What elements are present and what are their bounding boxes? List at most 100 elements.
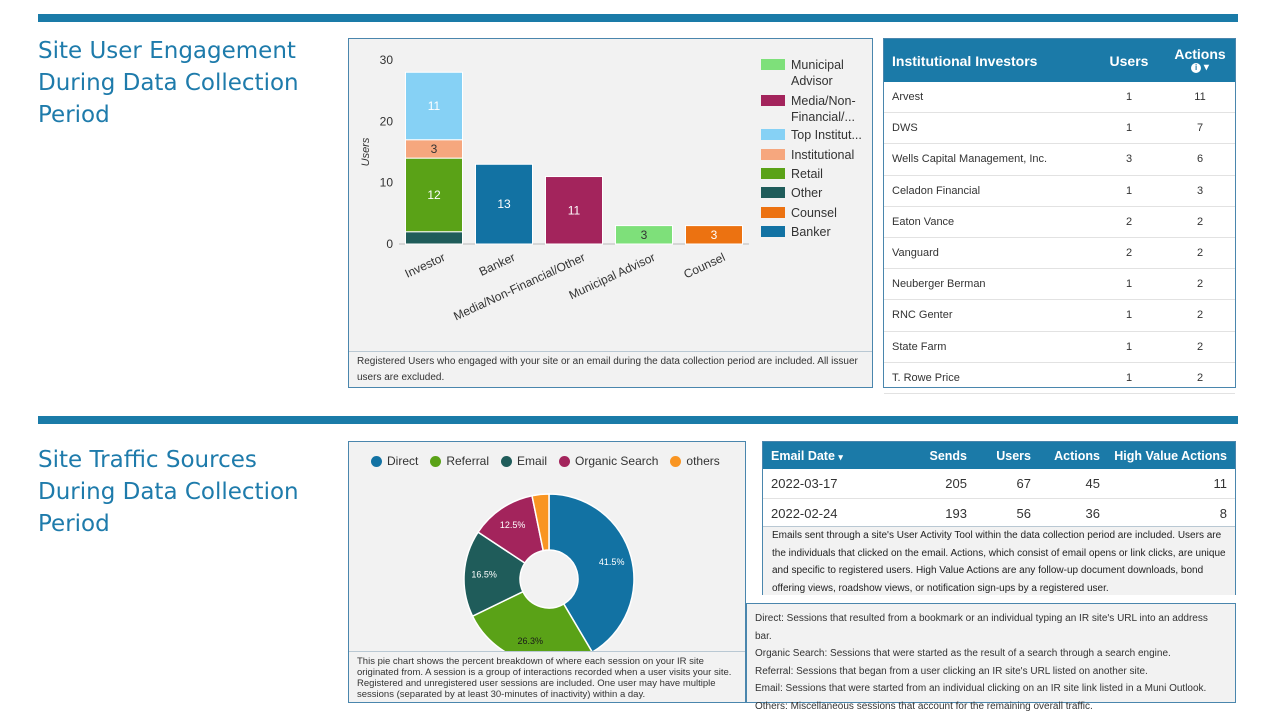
legend-item[interactable]: Referral — [430, 454, 489, 468]
email-date-cell: 2022-02-24 — [763, 498, 902, 529]
table-row[interactable]: T. Rowe Price 1 2 — [884, 362, 1235, 394]
column-header-email-date[interactable]: Email Date ▾ — [763, 442, 902, 469]
definition-line: Referral: Sessions that began from a use… — [755, 665, 1148, 677]
table-row[interactable]: RNC Genter 1 2 — [884, 299, 1235, 332]
legend-swatch — [761, 149, 785, 160]
engagement-chart-caption: Registered Users who engaged with your s… — [349, 351, 872, 387]
definition-line: Email: Sessions that were started from a… — [755, 683, 1207, 694]
definition-line: Others: Miscellaneous sessions that acco… — [755, 700, 1093, 712]
sort-descending-icon[interactable]: ▾ — [838, 451, 843, 462]
sort-descending-icon[interactable]: ▾ — [1203, 61, 1209, 73]
section-title-engagement: Site User Engagement During Data Collect… — [38, 38, 299, 128]
table-row[interactable]: 2022-03-17 205 67 45 11 — [763, 469, 1235, 499]
table-row[interactable]: DWS 1 7 — [884, 112, 1235, 145]
legend-item[interactable]: Banker — [761, 224, 871, 240]
x-tick-label: Media/Non-Financial/Other — [451, 250, 587, 323]
legend-label: Banker — [791, 225, 831, 239]
legend-item[interactable]: Organic Search — [559, 454, 658, 468]
table-row[interactable]: State Farm 1 2 — [884, 331, 1235, 363]
investors-table-header: Institutional Investors Users Actions i … — [884, 39, 1235, 82]
investor-name-cell: Wells Capital Management, Inc. — [884, 143, 1093, 176]
legend-item[interactable]: Media/Non-Financial/... — [761, 93, 871, 125]
legend-label: Counsel — [791, 206, 837, 220]
investors-table-panel: Institutional Investors Users Actions i … — [883, 38, 1236, 394]
pie-slice[interactable] — [531, 493, 550, 552]
users-cell: 1 — [1093, 331, 1165, 363]
bar-segment[interactable] — [405, 71, 463, 141]
legend-item[interactable]: Counsel — [761, 205, 871, 221]
legend-item[interactable]: Institutional — [761, 147, 871, 163]
actions-cell: 2 — [1165, 362, 1235, 394]
y-axis-label: Users — [360, 137, 372, 166]
actions-cell: 11 — [1165, 82, 1235, 114]
bar-segment[interactable] — [405, 157, 463, 233]
column-header-actions[interactable]: Actions — [1054, 448, 1100, 463]
table-row[interactable]: 2022-02-24 193 56 36 8 — [763, 498, 1235, 529]
pie-slice-label: 16.5% — [471, 570, 497, 580]
legend-swatch — [761, 187, 785, 198]
email-table-header: Email Date ▾ Sends Users Actions High Va… — [763, 442, 1235, 469]
column-header-high-value-actions[interactable]: High Value Actions — [1114, 448, 1227, 463]
users-cell: 1 — [1093, 82, 1165, 114]
bar-data-label: 11 — [428, 99, 441, 113]
table-row[interactable]: Arvest 1 11 — [884, 82, 1235, 114]
legend-item[interactable]: Other — [761, 185, 871, 201]
legend-label: Top Institut... — [791, 128, 862, 142]
users-cell: 56 — [975, 498, 1039, 529]
users-cell: 1 — [1093, 268, 1165, 301]
column-header-investor[interactable]: Institutional Investors — [892, 52, 1038, 69]
bar-segment[interactable] — [615, 225, 673, 245]
legend-swatch — [761, 207, 785, 218]
bar-segment[interactable] — [685, 225, 743, 245]
traffic-definitions-panel: Direct: Sessions that resulted from a bo… — [746, 603, 1236, 712]
bar-data-label: 11 — [568, 203, 581, 217]
column-header-actions[interactable]: Actions i ▾ — [1165, 39, 1235, 82]
sends-cell: 205 — [902, 469, 975, 499]
section-divider-top — [38, 14, 1238, 22]
email-table-body: 2022-03-17 205 67 45 11 2022-02-24 193 56 36 8 — [763, 469, 1235, 529]
pie-slice[interactable] — [548, 493, 635, 652]
traffic-pie-chart: 41.5% 26.3% 16.5% 12.5% — [463, 493, 635, 652]
section-title-traffic: Site Traffic Sources During Data Collect… — [38, 447, 299, 537]
column-header-users[interactable]: Users — [996, 448, 1031, 463]
legend-item[interactable]: Top Institut... — [761, 127, 871, 143]
bar-data-label: 13 — [497, 197, 511, 211]
legend-dot — [371, 455, 382, 467]
users-cell: 1 — [1093, 362, 1165, 394]
table-row[interactable]: Vanguard 2 2 — [884, 237, 1235, 270]
users-cell: 1 — [1093, 175, 1165, 207]
email-table-panel: Email Date ▾ Sends Users Actions High Va… — [762, 441, 1236, 595]
legend-item[interactable]: Municipal Advisor — [761, 57, 871, 89]
legend-label: Retail — [791, 167, 823, 181]
info-icon[interactable]: i — [1191, 62, 1202, 73]
investors-table: Institutional Investors Users Actions i … — [884, 39, 1235, 394]
legend-label: Organic Search — [575, 454, 659, 468]
bar-segment[interactable] — [545, 176, 603, 245]
engagement-bar-chart: Users 0 10 20 30 2 12 3 11 13 11 3 3 Investor BankerMe… — [360, 53, 749, 323]
column-header-actions-label: Actions — [1174, 45, 1226, 62]
legend-item[interactable]: Email — [501, 454, 547, 468]
email-table: Email Date ▾ Sends Users Actions High Va… — [763, 442, 1235, 529]
legend-item[interactable]: Retail — [761, 166, 871, 182]
table-row[interactable]: Neuberger Berman 1 2 — [884, 268, 1235, 301]
bar-segment[interactable] — [475, 163, 533, 245]
definition-line: Organic Search: Sessions that were start… — [755, 648, 1171, 659]
table-row[interactable]: Eaton Vance 2 2 — [884, 206, 1235, 238]
pie-slice[interactable] — [471, 590, 594, 652]
column-header-users[interactable]: Users — [1109, 52, 1149, 69]
legend-item[interactable]: Direct — [371, 454, 418, 468]
investor-name-cell: Eaton Vance — [884, 206, 1093, 238]
table-row[interactable]: Celadon Financial 1 3 — [884, 175, 1235, 207]
bar-data-label: 2 — [431, 231, 438, 245]
traffic-pie-legend: Direct Referral Email Organic Search others — [371, 454, 732, 468]
traffic-pie-caption: This pie chart shows the percent breakdo… — [349, 651, 745, 702]
actions-cell: 36 — [1039, 498, 1108, 529]
legend-item[interactable]: others — [670, 454, 720, 468]
y-tick-label: 10 — [380, 176, 394, 190]
actions-cell: 3 — [1165, 175, 1235, 207]
y-tick-label: 20 — [380, 114, 394, 128]
table-row[interactable]: Wells Capital Management, Inc. 3 6 — [884, 143, 1235, 176]
column-header-sends[interactable]: Sends — [929, 448, 967, 463]
y-tick-label: 30 — [380, 53, 394, 67]
legend-dot — [670, 455, 682, 467]
